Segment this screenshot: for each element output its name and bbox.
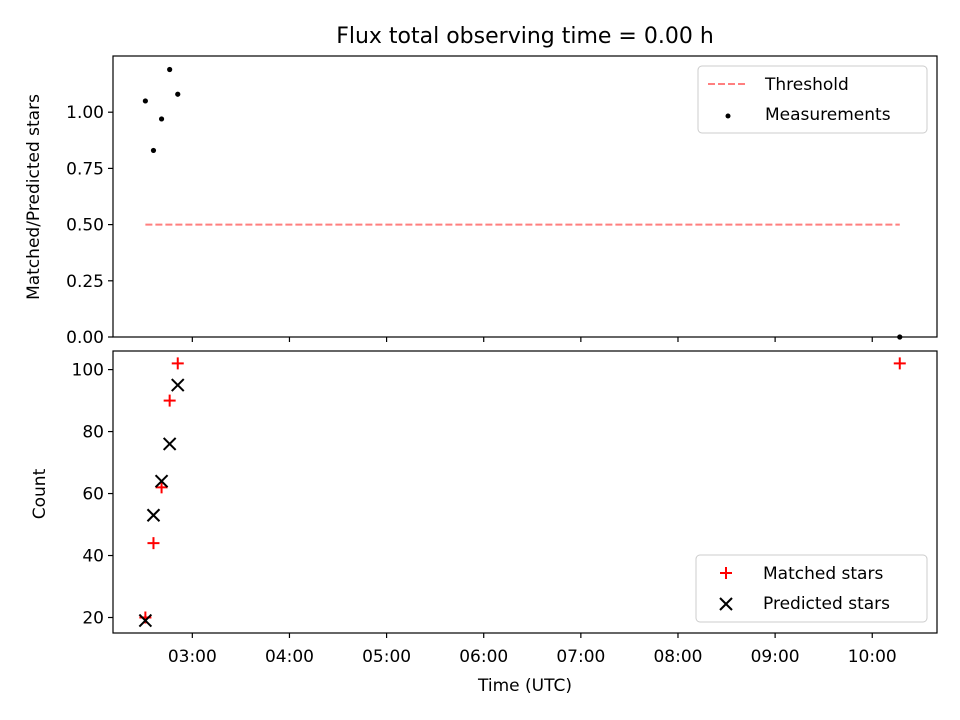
top-y-axis-label: Matched/Predicted stars (24, 94, 44, 300)
matched-star-point (163, 394, 176, 407)
matched-star-point (155, 481, 168, 494)
bottom-x-tick-label: 09:00 (751, 647, 800, 667)
measurement-point (167, 66, 173, 73)
top-axes-frame (112, 55, 938, 338)
top-y-tick-label: 1.00 (66, 103, 104, 123)
top-y-tick-label: 0.00 (66, 328, 104, 348)
legend-matched-swatch (720, 567, 732, 579)
top-y-tick-label: 0.50 (66, 216, 104, 236)
predicted-star-point (154, 474, 169, 488)
bottom-legend: Matched stars Predicted stars (695, 554, 928, 623)
bottom-y-tick-label: 40 (82, 547, 104, 567)
bottom-y-axis-label: Count (30, 468, 50, 519)
predicted-star-point (171, 378, 185, 392)
legend-matched-label: Matched stars (763, 564, 883, 584)
top-legend-box (697, 65, 928, 134)
predicted-star-point (138, 613, 153, 628)
measurement-point (175, 91, 181, 97)
bottom-x-tick-label: 08:00 (653, 647, 702, 667)
top-y-tick-label: 0.75 (66, 159, 104, 179)
bottom-axes-frame (112, 350, 938, 634)
matched-star-point (147, 537, 160, 550)
bottom-x-tick-label: 06:00 (459, 647, 508, 667)
bottom-x-tick-label: 07:00 (556, 647, 605, 667)
bottom-x-tick-label: 10:00 (848, 647, 897, 667)
bottom-y-axis: 20 40 60 80 100 (72, 361, 113, 629)
bottom-plot-area (138, 357, 906, 628)
top-plot-area (142, 66, 903, 340)
top-legend: Threshold Measurements (697, 65, 928, 134)
matched-star-point (893, 357, 906, 370)
legend-predicted-swatch (719, 597, 733, 611)
legend-threshold-label: Threshold (764, 75, 849, 95)
legend-predicted-marker (719, 597, 733, 611)
measurement-point (150, 147, 157, 154)
bottom-panel: 20 40 60 80 100 03:00 04:00 05:00 06:00 07:00 08:… (30, 350, 938, 696)
top-y-tick-label: 0.25 (66, 272, 104, 292)
bottom-x-axis: 03:00 04:00 05:00 06:00 07:00 08:00 09:00 10:00 (168, 633, 897, 667)
top-x-axis (191, 337, 873, 342)
measurement-point (142, 98, 148, 104)
legend-measurements-swatch (725, 113, 731, 119)
chart-title: Flux total observing time = 0.00 h (336, 24, 714, 49)
x-axis-label: Time (UTC) (477, 676, 572, 696)
legend-predicted-label: Predicted stars (763, 594, 890, 614)
predicted-star-point (146, 508, 161, 522)
bottom-y-tick-label: 60 (82, 485, 104, 505)
top-y-axis: 0.00 0.25 0.50 0.75 1.00 (66, 103, 113, 348)
bottom-legend-box (695, 554, 928, 623)
bottom-y-tick-label: 20 (82, 609, 104, 629)
legend-measurements-label: Measurements (765, 105, 891, 125)
predicted-star-point (162, 437, 177, 451)
bottom-y-tick-label: 100 (72, 361, 104, 381)
measurement-point (158, 116, 165, 122)
matched-star-point (171, 357, 184, 370)
bottom-x-tick-label: 03:00 (168, 647, 217, 667)
bottom-y-tick-label: 80 (82, 423, 104, 443)
bottom-x-tick-label: 05:00 (362, 647, 411, 667)
legend-matched-marker (720, 567, 732, 579)
top-panel: 0.00 0.25 0.50 0.75 1.00 Matched/Predicted s… (24, 55, 938, 348)
bottom-x-tick-label: 04:00 (265, 647, 314, 667)
